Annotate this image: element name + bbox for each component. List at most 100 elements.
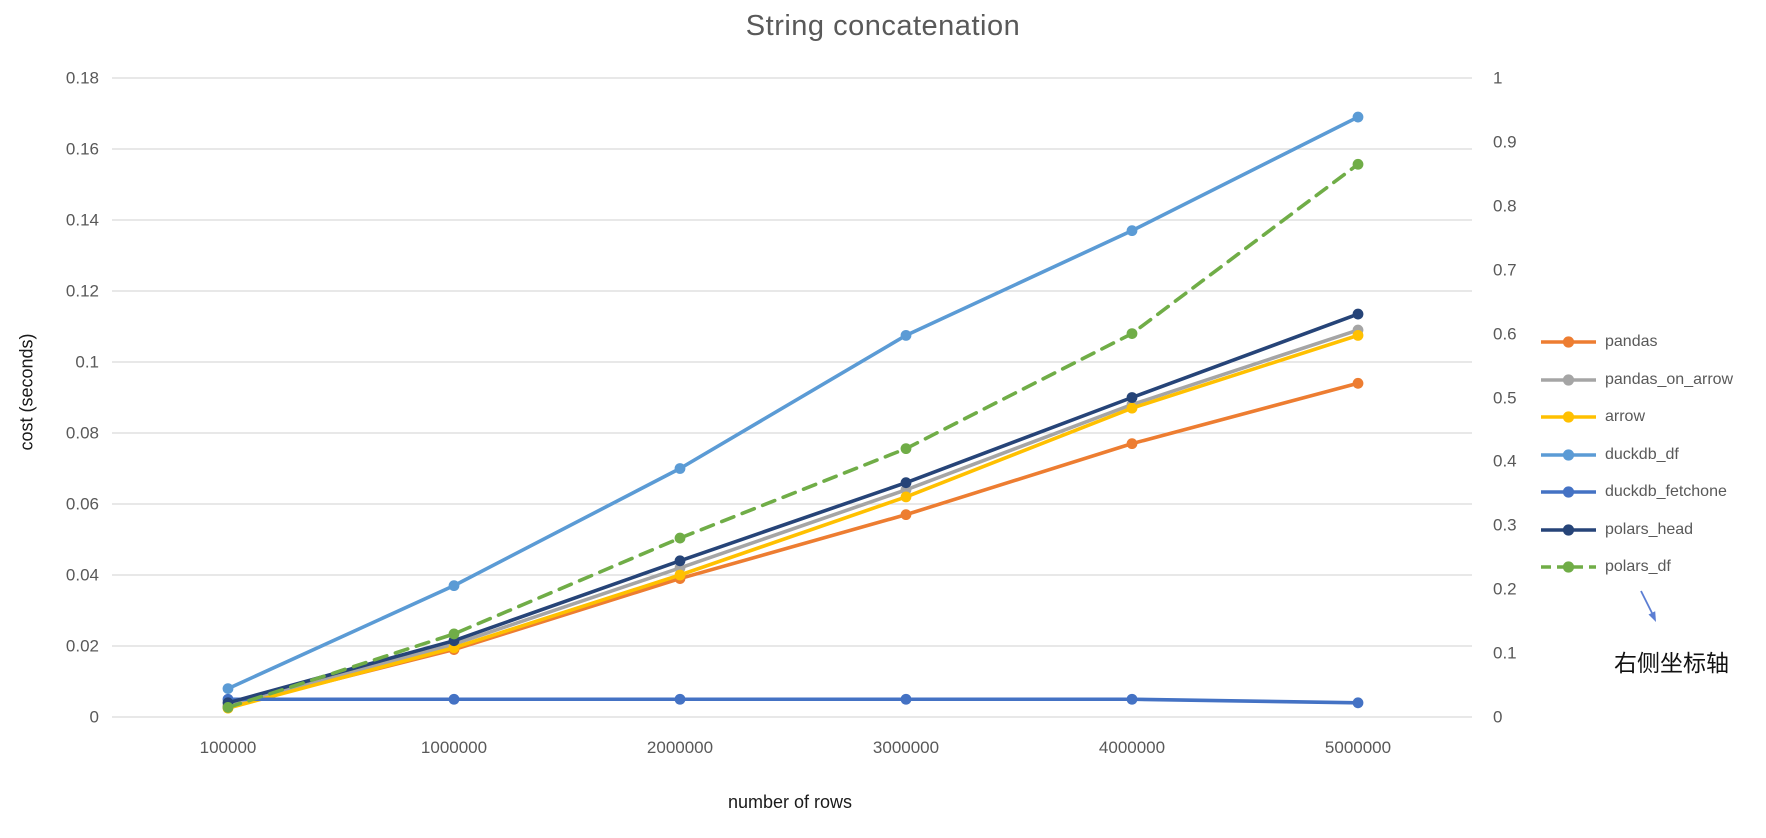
series-marker-duckdb_df <box>1126 225 1138 237</box>
series-marker-duckdb_fetchone <box>448 693 460 705</box>
legend-swatch-duckdb_fetchone <box>1541 486 1596 498</box>
series-marker-arrow <box>674 569 686 581</box>
left-axis-tick: 0.1 <box>75 352 99 372</box>
legend-item-duckdb_fetchone: duckdb_fetchone <box>1540 483 1727 501</box>
legend-swatch-pandas <box>1541 336 1596 348</box>
left-axis-tick: 0.12 <box>65 281 99 301</box>
series-polars_head <box>222 308 1364 709</box>
legend-label-pandas: pandas <box>1605 333 1658 350</box>
right-axis-tick: 0.7 <box>1493 260 1517 280</box>
legend-item-duckdb_df: duckdb_df <box>1540 446 1679 464</box>
legend-swatch-pandas_on_arrow <box>1541 373 1596 386</box>
series-line-polars_head <box>226 312 1360 705</box>
legend-item-pandas_on_arrow: pandas_on_arrow <box>1540 371 1733 389</box>
series-marker-pandas <box>1352 377 1364 389</box>
x-axis-tick: 1000000 <box>420 738 488 757</box>
legend-label-pandas_on_arrow: pandas_on_arrow <box>1605 370 1734 388</box>
series-marker-duckdb_df <box>1352 111 1364 123</box>
legend-label-duckdb_fetchone: duckdb_fetchone <box>1605 483 1727 500</box>
series-marker-arrow <box>1126 402 1138 414</box>
series-marker-pandas <box>1126 438 1138 450</box>
series-marker-polars_df <box>222 702 234 713</box>
series-marker-duckdb_fetchone <box>1126 693 1138 705</box>
right-axis-tick: 0.8 <box>1493 196 1517 216</box>
legend-item-polars_df: polars_df <box>1540 558 1671 576</box>
right-axis-annotation: 右侧坐标轴 <box>1614 650 1729 676</box>
x-axis-tick: 4000000 <box>1098 738 1166 757</box>
right-axis-tick: 0.3 <box>1493 515 1517 535</box>
left-axis-tick: 0.14 <box>65 210 99 230</box>
legend-marker-duckdb_fetchone <box>1562 486 1575 498</box>
legend-label-arrow: arrow <box>1605 408 1646 425</box>
legend-item-pandas: pandas <box>1540 333 1658 351</box>
series-marker-pandas <box>900 509 912 521</box>
left-axis-tick: 0.04 <box>65 565 99 585</box>
legend-marker-polars_df <box>1562 561 1575 573</box>
gridlines <box>112 77 1472 718</box>
right-axis-tick: 1 <box>1493 68 1503 88</box>
series-line-pandas_on_arrow <box>226 328 1360 709</box>
legend-swatch-arrow <box>1541 411 1596 423</box>
series-marker-arrow <box>900 491 912 503</box>
series-line-duckdb_df <box>226 115 1360 691</box>
series-marker-polars_head <box>1126 392 1138 403</box>
series-marker-polars_df <box>1352 158 1364 170</box>
series-marker-polars_head <box>1352 308 1364 320</box>
x-axis-title: number of rows <box>727 792 853 812</box>
legend-marker-duckdb_df <box>1562 448 1575 461</box>
legend-marker-pandas <box>1562 336 1575 348</box>
annotation-arrow-line <box>1640 590 1653 614</box>
chart-title: String concatenation <box>745 10 1021 42</box>
series-duckdb_fetchone <box>222 693 1364 709</box>
left-axis-tick: 0.08 <box>65 423 99 443</box>
series-marker-duckdb_df <box>900 329 912 341</box>
right-axis-tick: 0.1 <box>1493 643 1517 663</box>
x-axis-tick: 100000 <box>199 738 257 757</box>
legend-item-arrow: arrow <box>1540 408 1645 426</box>
legend-label-polars_head: polars_head <box>1605 520 1694 538</box>
left-axis-tick: 0.16 <box>65 139 99 159</box>
right-axis-tick: 0.9 <box>1493 132 1517 152</box>
series-line-arrow <box>226 333 1360 710</box>
legend-swatch-duckdb_df <box>1541 448 1596 461</box>
series-duckdb_df <box>222 111 1364 694</box>
left-axis-tick: 0.18 <box>65 68 99 88</box>
right-axis-tick: 0.5 <box>1493 388 1517 407</box>
annotation-arrow <box>1640 590 1656 622</box>
series-marker-polars_head <box>900 477 912 489</box>
legend-marker-polars_head <box>1562 523 1575 536</box>
left-axis-tick: 0 <box>89 707 99 727</box>
legend-label-duckdb_df: duckdb_df <box>1605 445 1679 463</box>
left-axis-tick: 0.02 <box>65 636 99 656</box>
series-marker-duckdb_fetchone <box>900 693 912 705</box>
right-axis-tick: 0.2 <box>1493 579 1517 599</box>
legend-item-polars_head: polars_head <box>1540 521 1693 539</box>
left-axis-tick: 0.06 <box>65 494 99 514</box>
right-axis-tick: 0.4 <box>1493 451 1517 471</box>
x-axis-tick: 3000000 <box>872 738 940 757</box>
right-axis-tick: 0 <box>1493 707 1503 727</box>
series-marker-polars_df <box>448 628 460 640</box>
legend-swatch-polars_df <box>1541 561 1596 573</box>
series-marker-duckdb_df <box>674 463 686 474</box>
series-marker-duckdb_df <box>222 683 234 694</box>
series-marker-duckdb_fetchone <box>1352 697 1364 709</box>
series-line-polars_df <box>226 162 1360 710</box>
series-marker-polars_head <box>674 555 686 567</box>
series-marker-polars_df <box>1126 328 1138 339</box>
x-axis-tick: 2000000 <box>646 738 714 757</box>
legend-marker-arrow <box>1562 411 1575 423</box>
series-marker-polars_df <box>900 443 912 455</box>
series-line-duckdb_fetchone <box>226 697 1360 705</box>
series-marker-arrow <box>1352 329 1364 341</box>
legend-marker-pandas_on_arrow <box>1562 373 1575 386</box>
legend-label-polars_df: polars_df <box>1605 558 1671 575</box>
series-polars_df <box>222 158 1364 713</box>
series-marker-duckdb_df <box>448 580 460 592</box>
right-axis-tick: 0.6 <box>1493 324 1517 344</box>
series-marker-duckdb_fetchone <box>674 693 686 705</box>
annotation-arrow-head <box>1648 611 1656 622</box>
legend-swatch-polars_head <box>1541 523 1596 536</box>
